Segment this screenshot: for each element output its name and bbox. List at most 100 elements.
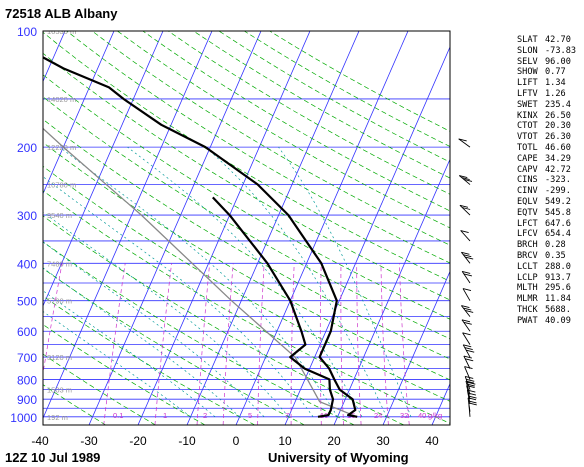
index-value: 1.34: [545, 78, 566, 89]
index-value: 46.60: [545, 142, 571, 153]
wind-barb-flag: [463, 179, 473, 182]
isotherm-line: [43, 31, 164, 307]
index-row: SHOW 0.77: [517, 67, 576, 78]
index-key: CAPE: [517, 153, 538, 164]
wind-barb-flag: [468, 395, 477, 399]
index-value: 235.4: [545, 99, 571, 110]
dry-adiabat: [43, 190, 450, 424]
moist-adiabat: [43, 241, 265, 418]
index-key: LFCT: [517, 218, 538, 229]
wind-barb-staff: [462, 288, 471, 301]
index-row: BRCV 0.35: [517, 251, 576, 262]
wind-barb: [458, 175, 473, 185]
index-key: TOTL: [517, 142, 538, 153]
wind-barb: [462, 332, 471, 345]
index-row: THCK 5688.: [517, 305, 576, 316]
wind-barb-staff: [464, 376, 471, 390]
plot-frame: [42, 30, 451, 426]
moist-adiabat: [59, 146, 338, 418]
index-key: LCLT: [517, 261, 538, 272]
mixing-ratio-label: 0.1: [113, 411, 123, 420]
wind-barb: [461, 251, 474, 264]
index-value: -73.83: [545, 45, 577, 56]
temperature-tick-label: -20: [129, 434, 147, 448]
parcel-path: [43, 127, 358, 418]
wind-barb-flag: [460, 230, 469, 233]
wind-barb-staff: [463, 355, 471, 369]
index-row: LCLT 288.0: [517, 262, 576, 273]
index-key: CTOT: [517, 121, 538, 132]
index-value: 26.30: [545, 132, 571, 143]
mixing-ratio-line: [43, 263, 63, 376]
wind-barb: [459, 204, 471, 216]
index-row: LFTV 1.26: [517, 89, 576, 100]
wind-barb-staff: [461, 271, 471, 284]
pressure-tick-label: 500: [17, 295, 37, 309]
wind-barb: [460, 230, 471, 242]
index-value: 0.35: [545, 250, 566, 261]
wind-barb-flag: [463, 254, 472, 258]
index-key: LFCV: [517, 229, 538, 240]
index-value: 1.26: [545, 88, 566, 99]
mixing-ratio-line: [290, 263, 295, 425]
wind-barb-flag: [463, 344, 472, 348]
index-value: 647.6: [545, 218, 571, 229]
index-row: CINV -299.: [517, 186, 576, 197]
moist-adiabat: [205, 146, 387, 417]
wind-barb-flag: [465, 358, 474, 362]
dry-adiabat: [43, 353, 156, 425]
wind-barb-flag: [461, 251, 470, 255]
index-value: -299.: [545, 186, 571, 197]
wind-barb-flag: [463, 273, 473, 277]
index-key: LFTV: [517, 88, 538, 99]
index-value: 654.4: [545, 229, 571, 240]
stability-indices: SLAT 42.70 SLON -73.83 SELV 96.00 SHOW 0.77 LIFT…: [517, 35, 576, 327]
index-key: MLTH: [517, 283, 538, 294]
dewpoint-profile: [212, 196, 335, 418]
isotherm-line: [333, 158, 450, 425]
index-key: BRCV: [517, 250, 538, 261]
wind-barb-staff: [466, 389, 471, 404]
isotherm-line: [43, 31, 213, 420]
index-value: 288.0: [545, 261, 571, 272]
index-key: SLON: [517, 45, 538, 56]
index-key: EQTV: [517, 207, 538, 218]
height-label: 14020 m: [47, 95, 76, 104]
index-value: 11.84: [545, 294, 571, 305]
pressure-tick-label: 600: [17, 325, 37, 339]
dry-adiabat: [43, 384, 106, 425]
index-key: EQLV: [517, 196, 538, 207]
index-key: CINS: [517, 175, 538, 186]
sounding-profiles: [43, 56, 358, 418]
height-label: 10780 m: [47, 181, 76, 190]
index-value: 34.29: [545, 153, 571, 164]
wind-barb-flag: [462, 332, 471, 336]
wind-barb-staff: [462, 344, 471, 358]
dry-adiabat: [43, 241, 355, 425]
index-value: 5688.: [545, 304, 571, 315]
dry-adiabat: [66, 31, 450, 264]
wind-barb-flag: [461, 177, 470, 180]
index-key: SELV: [517, 56, 538, 67]
index-key: SWET: [517, 99, 538, 110]
wind-barb-flag: [461, 319, 471, 323]
isotherm-line: [137, 31, 311, 425]
dry-adiabat: [43, 295, 255, 425]
dry-adiabat: [43, 268, 305, 425]
mixing-ratio-line: [103, 263, 126, 425]
dry-adiabat: [43, 52, 450, 301]
isotherm-line: [235, 31, 409, 425]
index-row: CAPV 42.72: [517, 165, 576, 176]
wind-barbs: [458, 138, 477, 417]
index-row: BRCH 0.28: [517, 240, 576, 251]
station-title: 72518 ALB Albany: [5, 6, 118, 21]
wind-barb-flag: [459, 175, 468, 178]
temperature-tick-label: 10: [278, 434, 292, 448]
wind-barb-flag: [466, 349, 475, 353]
mixing-ratio-label: g/kg: [428, 411, 442, 420]
wind-barb-staff: [467, 397, 471, 412]
dry-adiabat: [117, 31, 450, 229]
moist-adiabat: [43, 267, 240, 418]
mixing-ratio-line: [257, 263, 265, 425]
index-value: 42.70: [545, 35, 571, 45]
